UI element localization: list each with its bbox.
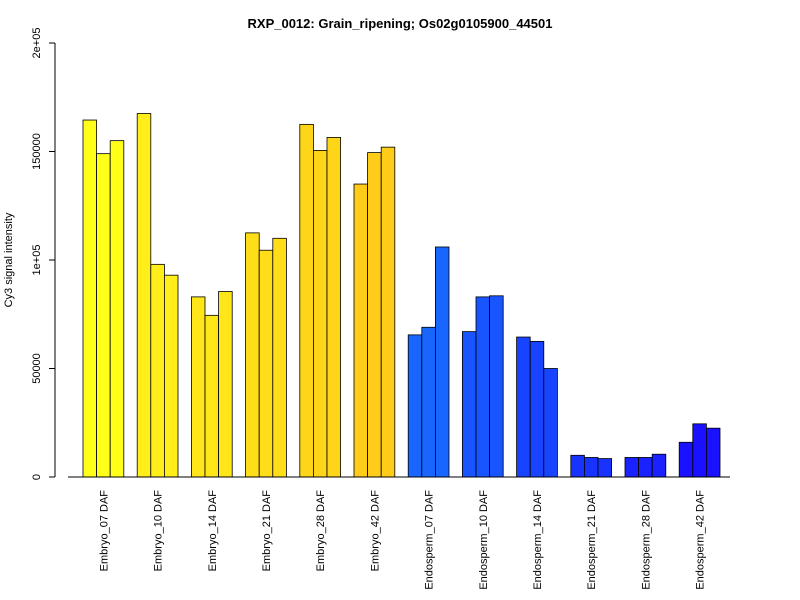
x-tick-label: Endosperm_28 DAF: [640, 490, 652, 590]
bar: [96, 153, 111, 478]
bar: [461, 331, 477, 478]
bar: [407, 334, 423, 478]
bar: [136, 113, 152, 478]
y-tick-label: 0: [31, 474, 43, 480]
bar: [163, 274, 179, 478]
x-tick-label: Embryo_42 DAF: [369, 490, 381, 572]
bar: [190, 296, 206, 478]
bar: [692, 423, 707, 478]
bar: [624, 457, 640, 478]
bar: [543, 368, 558, 478]
bar-group: [407, 246, 450, 478]
y-tick-label: 50000: [31, 353, 43, 384]
bar: [570, 454, 585, 478]
bar-group: [299, 123, 342, 478]
bar: [326, 136, 342, 478]
bar: [475, 296, 491, 478]
y-tick-label: 1e+05: [31, 245, 43, 276]
bar: [312, 150, 328, 478]
bar: [651, 453, 667, 478]
x-tick-label: Endosperm_21 DAF: [586, 490, 598, 590]
x-tick-label: Embryo_21 DAF: [261, 490, 273, 572]
bar-group: [516, 336, 558, 478]
y-tick-label: 150000: [31, 133, 43, 170]
bar: [218, 291, 233, 478]
x-axis: Embryo_07 DAF Embryo_10 DAF Embryo_14 DAF E…: [68, 476, 730, 590]
bar: [584, 457, 599, 478]
bar: [272, 237, 287, 478]
bar: [706, 427, 721, 478]
bar-group: [461, 295, 504, 478]
chart-title: RXP_0012: Grain_ripening; Os02g0105900_4…: [248, 16, 553, 31]
bar: [109, 140, 125, 478]
bar: [82, 119, 98, 478]
bar: [245, 232, 260, 478]
bar: [489, 295, 504, 478]
x-tick-label: Endosperm_07 DAF: [424, 490, 436, 590]
y-axis: 0 50000 1e+05 150000 2e+05: [31, 28, 56, 480]
x-tick-label: Embryo_28 DAF: [315, 490, 327, 572]
x-tick-label: Endosperm_14 DAF: [532, 490, 544, 590]
bar-group: [245, 232, 287, 478]
bar: [380, 146, 396, 478]
bar-group: [570, 454, 613, 478]
bar: [529, 340, 545, 478]
bar-group: [82, 119, 125, 478]
x-tick-label: Embryo_10 DAF: [153, 490, 165, 572]
x-tick-label: Embryo_07 DAF: [98, 490, 110, 572]
y-tick-label: 2e+05: [31, 28, 43, 59]
x-tick-label: Endosperm_42 DAF: [695, 490, 707, 590]
bar: [434, 246, 450, 478]
bar: [638, 457, 653, 478]
x-tick-label: Endosperm_10 DAF: [478, 490, 490, 590]
bar: [678, 441, 694, 478]
bar-group: [678, 423, 721, 478]
bar: [204, 314, 220, 478]
x-tick-label: Embryo_14 DAF: [207, 490, 219, 572]
bar: [597, 458, 613, 478]
bar-group: [624, 453, 667, 478]
bar-group: [136, 113, 179, 478]
bar: [150, 263, 165, 478]
bar: [258, 249, 274, 478]
bar-group: [353, 146, 396, 478]
bars: [82, 113, 721, 478]
bar: [367, 152, 382, 478]
bar: [353, 183, 369, 478]
y-axis-label: Cy3 signal intensity: [3, 212, 15, 307]
bar: [421, 326, 436, 478]
bar-group: [190, 291, 233, 478]
bar: [516, 336, 531, 478]
bar: [299, 123, 314, 478]
